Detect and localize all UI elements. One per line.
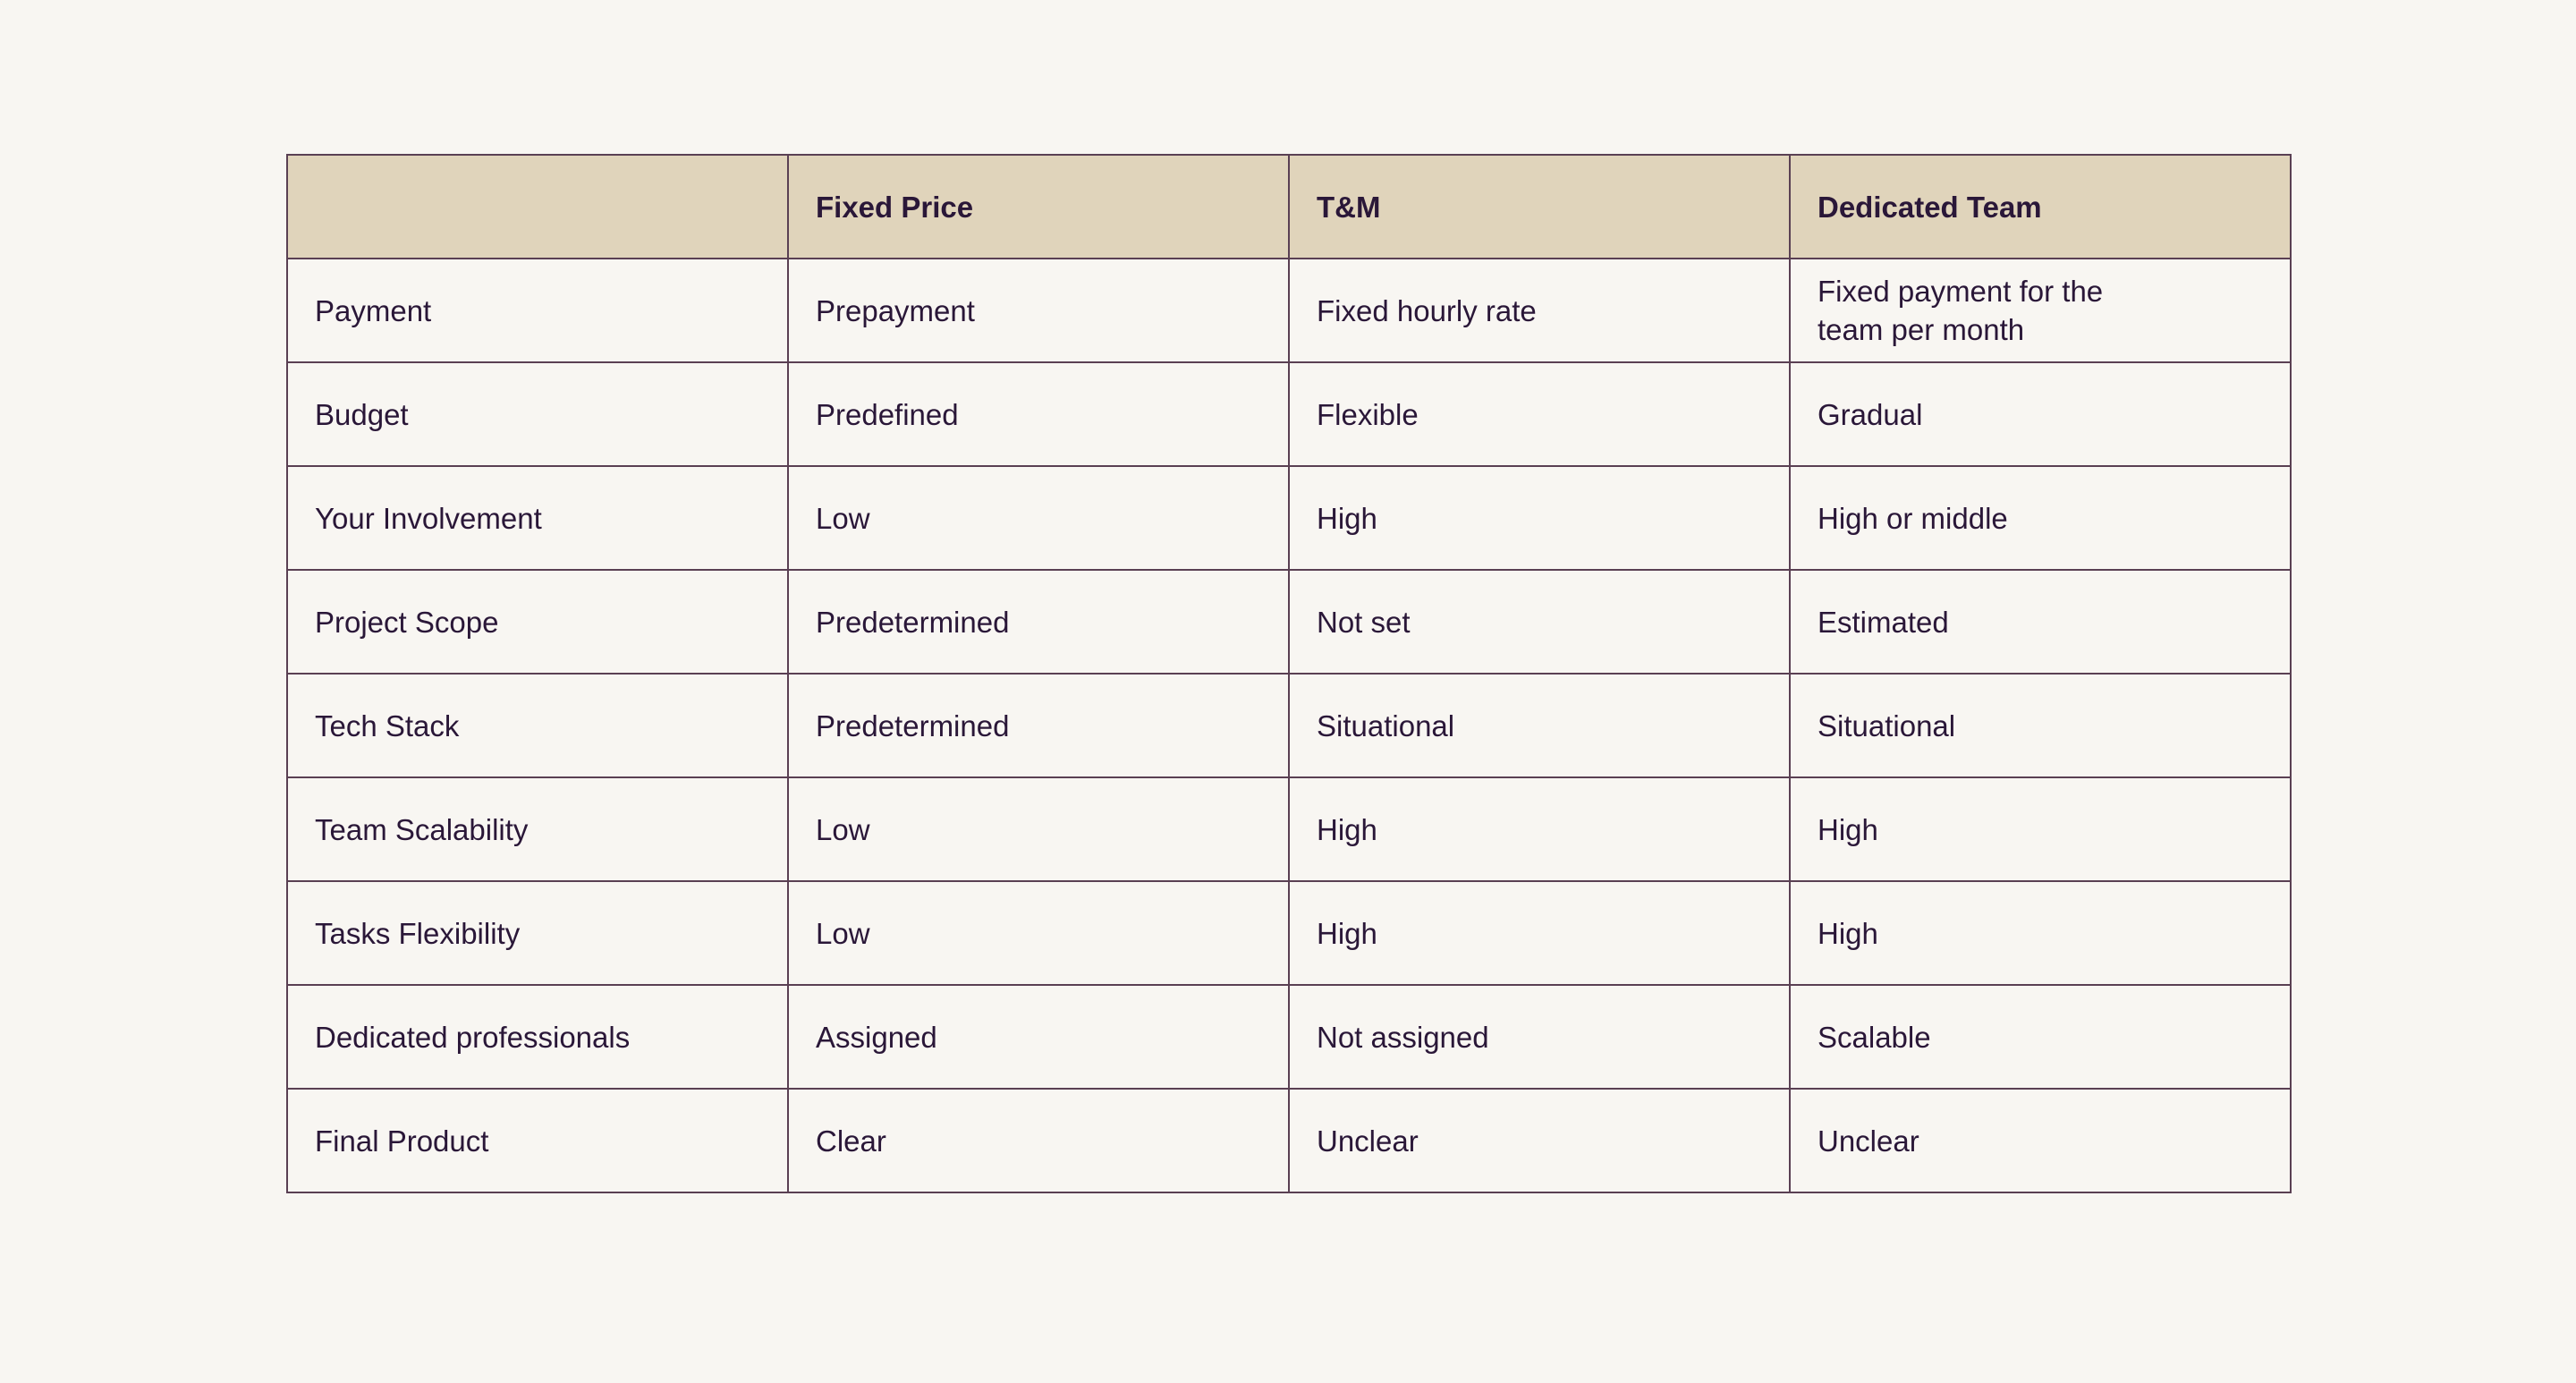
comparison-table-container: Fixed Price T&M Dedicated Team Payment P… [286, 154, 2292, 1193]
fixed-price-cell: Clear [787, 1088, 1290, 1193]
row-label: Project Scope [286, 569, 789, 675]
row-label: Dedicated professionals [286, 984, 789, 1090]
table-row: Payment Prepayment Fixed hourly rate Fix… [286, 258, 2292, 363]
table-row: Project Scope Predetermined Not set Esti… [286, 569, 2292, 675]
pricing-model-comparison-table: Fixed Price T&M Dedicated Team Payment P… [286, 154, 2292, 1193]
dedicated-team-cell: Scalable [1789, 984, 2292, 1090]
row-label: Your Involvement [286, 465, 789, 571]
tm-cell: High [1288, 880, 1791, 986]
fixed-price-cell: Predetermined [787, 569, 1290, 675]
dedicated-team-cell: High [1789, 776, 2292, 882]
table-header-row: Fixed Price T&M Dedicated Team [286, 154, 2292, 259]
row-label: Payment [286, 258, 789, 363]
table-row: Budget Predefined Flexible Gradual [286, 361, 2292, 467]
dedicated-team-cell: Estimated [1789, 569, 2292, 675]
dedicated-team-cell-text: Fixed payment for the team per month [1818, 275, 2104, 346]
fixed-price-cell: Prepayment [787, 258, 1290, 363]
dedicated-team-cell: Situational [1789, 673, 2292, 778]
tm-cell: Not assigned [1288, 984, 1791, 1090]
dedicated-team-cell: Unclear [1789, 1088, 2292, 1193]
table-row: Tech Stack Predetermined Situational Sit… [286, 673, 2292, 778]
fixed-price-cell: Assigned [787, 984, 1290, 1090]
table-row: Tasks Flexibility Low High High [286, 880, 2292, 986]
header-dedicated-team: Dedicated Team [1789, 154, 2292, 259]
row-label: Budget [286, 361, 789, 467]
fixed-price-cell: Low [787, 465, 1290, 571]
row-label: Tech Stack [286, 673, 789, 778]
tm-cell: Situational [1288, 673, 1791, 778]
fixed-price-cell: Predetermined [787, 673, 1290, 778]
row-label: Team Scalability [286, 776, 789, 882]
fixed-price-cell: Low [787, 880, 1290, 986]
dedicated-team-cell: High [1789, 880, 2292, 986]
tm-cell: Flexible [1288, 361, 1791, 467]
table-row: Team Scalability Low High High [286, 776, 2292, 882]
dedicated-team-cell: Fixed payment for the team per month [1789, 258, 2292, 363]
header-empty-corner [286, 154, 789, 259]
tm-cell: Unclear [1288, 1088, 1791, 1193]
fixed-price-cell: Predefined [787, 361, 1290, 467]
row-label: Final Product [286, 1088, 789, 1193]
header-fixed-price: Fixed Price [787, 154, 1290, 259]
table-row: Your Involvement Low High High or middle [286, 465, 2292, 571]
tm-cell: Fixed hourly rate [1288, 258, 1791, 363]
tm-cell: Not set [1288, 569, 1791, 675]
fixed-price-cell: Low [787, 776, 1290, 882]
tm-cell: High [1288, 465, 1791, 571]
row-label: Tasks Flexibility [286, 880, 789, 986]
table-row: Dedicated professionals Assigned Not ass… [286, 984, 2292, 1090]
dedicated-team-cell: Gradual [1789, 361, 2292, 467]
dedicated-team-cell: High or middle [1789, 465, 2292, 571]
table-row: Final Product Clear Unclear Unclear [286, 1088, 2292, 1193]
tm-cell: High [1288, 776, 1791, 882]
header-time-and-materials: T&M [1288, 154, 1791, 259]
